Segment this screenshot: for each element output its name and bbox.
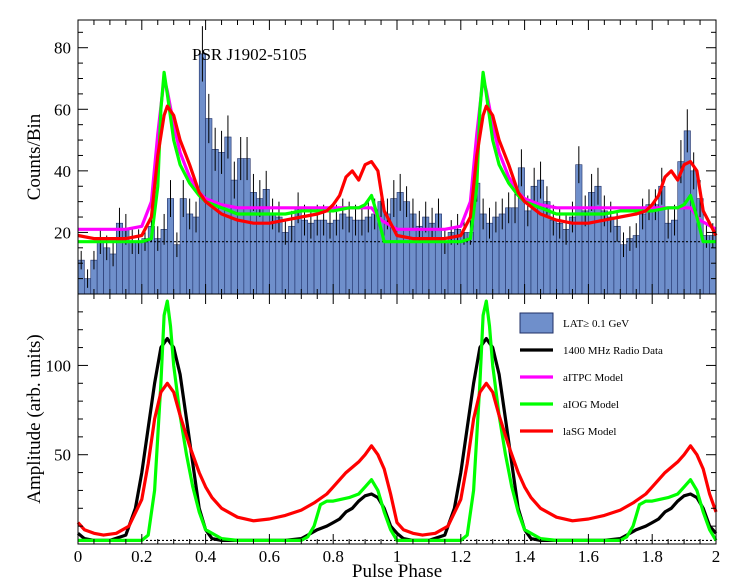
histogram-bar	[198, 53, 206, 295]
x-tick-label: 0.8	[323, 547, 344, 566]
legend-label: aIOG Model	[563, 399, 619, 411]
legend-label: 1400 MHz Radio Data	[563, 345, 663, 357]
bottom-model-curves	[76, 299, 718, 543]
x-tick-label: 1	[393, 547, 402, 566]
top-model-curves	[77, 70, 718, 244]
top-lasg-modelcurve	[77, 104, 718, 241]
legend-label: LAT≥ 0.1 GeV	[563, 318, 629, 330]
legend-swatch-lat	[519, 312, 554, 334]
bottom-frame	[77, 293, 717, 545]
x-tick-label: 0	[74, 547, 83, 566]
top-panel-title: PSR J1902-5105	[192, 45, 307, 64]
top-aiog-modelcurve	[78, 70, 716, 244]
x-tick-label: 0.4	[195, 547, 217, 566]
histogram-bar	[517, 167, 525, 295]
histogram-bar	[211, 149, 219, 295]
legend: LAT≥ 0.1 GeV 1400 MHz Radio Data aITPC Mod…	[519, 312, 663, 438]
bottom-lasg-modelcurve	[76, 381, 718, 537]
legend-label: laSG Model	[563, 426, 616, 438]
x-tick-label: 2	[712, 547, 721, 566]
top-axis-ticks: 20 40 60 80	[54, 20, 717, 295]
y-tick-label: 60	[54, 100, 71, 119]
legend-label: aITPC Model	[563, 372, 623, 384]
histogram-bar	[683, 130, 691, 295]
bottom-panel: 50 100 0 0.2 0.4 0.6 0.8 1 1.2 1.4 1.6 1.8 2 Amplitu…	[24, 293, 721, 582]
x-tick-label: 1.4	[514, 547, 536, 566]
bottom-ylabel: Amplitude (arb. units)	[24, 334, 45, 503]
histogram-bar	[575, 164, 583, 295]
x-tick-label: 1.6	[578, 547, 599, 566]
bottom-aiog-modelcurve	[78, 299, 718, 543]
x-tick-label: 1.2	[450, 547, 471, 566]
top-ylabel: Counts/Bin	[24, 113, 45, 200]
y-tick-label: 50	[54, 446, 71, 465]
bottom-1400-mhz-radio-datacurve	[76, 337, 718, 543]
x-tick-label: 1.8	[642, 547, 663, 566]
x-axis-label: Pulse Phase	[352, 561, 442, 581]
x-tick-label: 0.6	[259, 547, 280, 566]
y-tick-label: 80	[54, 39, 71, 58]
top-panel: 20 40 60 80 PSR J1902-5105 Counts/Bin	[24, 19, 718, 295]
y-tick-label: 20	[54, 223, 71, 242]
y-tick-label: 100	[46, 356, 72, 375]
y-tick-label: 40	[54, 162, 71, 181]
x-tick-label: 0.2	[131, 547, 152, 566]
histogram-bars	[77, 53, 717, 295]
bottom-axis-ticks: 50 100 0 0.2 0.4 0.6 0.8 1 1.2 1.4 1.6 1.8 2	[46, 293, 721, 566]
